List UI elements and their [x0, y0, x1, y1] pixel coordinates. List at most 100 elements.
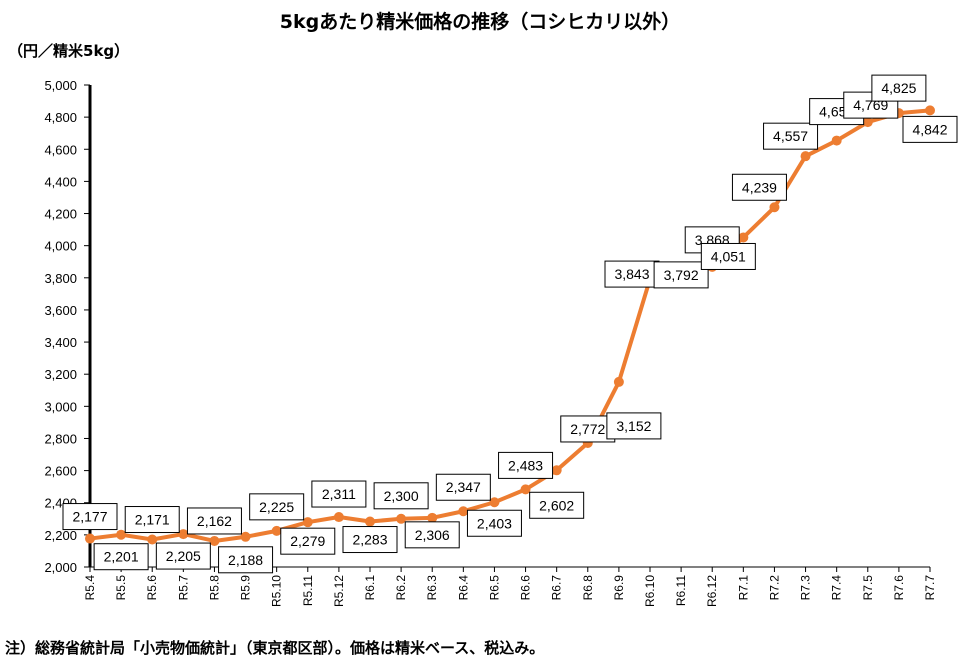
- data-point: [458, 506, 469, 517]
- x-tick-label: R7.4: [830, 575, 844, 601]
- data-label-box: [466, 509, 522, 537]
- data-label-text: 3,843: [614, 266, 649, 282]
- x-tick-label: R6.1: [363, 575, 377, 601]
- x-tick-label: R7.1: [736, 575, 750, 601]
- data-label-text: 4,239: [742, 179, 777, 195]
- y-tick-label: 2,200: [44, 528, 77, 543]
- data-point: [365, 516, 375, 527]
- y-axis: 2,0002,2002,4002,6002,8003,0003,2003,400…: [44, 78, 90, 575]
- x-tick-label: R5.8: [207, 575, 221, 601]
- x-tick-label: R5.4: [83, 575, 97, 601]
- data-label-text: 2,279: [290, 533, 325, 549]
- data-label: 2,279: [280, 527, 336, 555]
- data-point: [427, 512, 438, 523]
- data-label: 2,205: [155, 542, 211, 570]
- data-label: 4,769: [843, 91, 899, 119]
- data-label-text: 4,051: [711, 248, 746, 264]
- y-tick-label: 3,000: [44, 399, 77, 414]
- data-point: [551, 465, 562, 476]
- x-tick-label: R6.4: [456, 575, 470, 601]
- data-label-text: 2,177: [72, 509, 107, 525]
- data-label-text: 2,205: [166, 548, 201, 564]
- data-label-text: 2,162: [197, 513, 232, 529]
- data-label: 2,225: [249, 493, 305, 521]
- x-tick-label: R6.2: [394, 575, 408, 601]
- data-label: 2,772: [560, 415, 616, 443]
- data-label: 4,051: [700, 242, 756, 270]
- data-label-text: 2,602: [539, 497, 574, 513]
- x-tick-label: R6.8: [581, 575, 595, 601]
- data-label: 2,602: [529, 491, 585, 519]
- data-label: 2,347: [435, 473, 491, 501]
- data-label: 2,311: [311, 480, 367, 508]
- data-label: 2,171: [124, 506, 180, 534]
- price-series-line: [88, 108, 932, 543]
- x-tick-label: R7.5: [861, 575, 875, 601]
- data-label-text: 3,152: [616, 418, 651, 434]
- data-label-box: [871, 74, 927, 102]
- y-tick-label: 3,200: [44, 367, 77, 382]
- data-point: [271, 525, 282, 536]
- data-label-box: [529, 491, 585, 519]
- data-label: 3,792: [653, 261, 709, 289]
- data-label-text: 2,347: [446, 479, 481, 495]
- data-label-box: [342, 526, 398, 554]
- y-tick-label: 4,800: [44, 110, 77, 125]
- data-label-text: 4,842: [912, 121, 947, 137]
- data-label-box: [124, 506, 180, 534]
- data-label: 2,177: [62, 503, 118, 531]
- chart-title: 5kgあたり精米価格の推移（コシヒカリ以外）: [280, 10, 680, 33]
- y-tick-label: 3,800: [44, 271, 77, 286]
- y-tick-label: 3,400: [44, 335, 77, 350]
- y-tick-label: 2,600: [44, 464, 77, 479]
- x-tick-label: R6.10: [643, 575, 657, 607]
- data-label: 2,403: [466, 509, 522, 537]
- x-tick-label: R6.11: [674, 575, 688, 606]
- data-label: 4,239: [731, 173, 787, 201]
- data-point: [520, 484, 531, 495]
- data-label-box: [731, 173, 787, 201]
- data-label-text: 2,188: [228, 552, 263, 568]
- x-tick-label: R7.7: [923, 575, 937, 601]
- data-label: 2,483: [498, 451, 554, 479]
- data-point: [178, 529, 189, 540]
- y-axis-unit-label: （円／精米5kg）: [8, 42, 129, 60]
- x-tick-label: R7.2: [767, 575, 781, 601]
- data-label-box: [843, 91, 899, 119]
- data-label: 4,825: [871, 74, 927, 102]
- data-point: [240, 531, 251, 542]
- data-point: [147, 534, 158, 545]
- data-label: 4,557: [763, 122, 819, 150]
- data-label-text: 2,483: [508, 457, 543, 473]
- data-label: 2,162: [186, 507, 242, 535]
- data-label: 2,300: [373, 482, 429, 510]
- data-label-box: [700, 242, 756, 270]
- data-label-box: [606, 412, 662, 440]
- data-label: 2,201: [93, 543, 149, 571]
- data-point: [831, 135, 842, 146]
- chart-footnote: 注）総務省統計局「小売物価統計」（東京都区部）。価格は精米ベース、税込み。: [5, 639, 544, 657]
- y-tick-label: 4,000: [44, 239, 77, 254]
- data-point: [85, 533, 95, 544]
- x-tick-label: R5.6: [145, 575, 159, 601]
- x-tick-label: R6.3: [425, 575, 439, 601]
- x-tick-label: R6.12: [705, 575, 719, 607]
- data-point: [116, 529, 127, 540]
- y-tick-label: 5,000: [44, 78, 77, 93]
- data-label-text: 2,403: [477, 515, 512, 531]
- data-label-text: 4,825: [881, 80, 916, 96]
- data-point: [800, 151, 811, 162]
- data-point: [738, 232, 749, 243]
- data-point: [925, 105, 935, 116]
- y-tick-label: 2,800: [44, 431, 77, 446]
- x-tick-label: R7.3: [799, 575, 813, 601]
- x-tick-label: R5.11: [301, 575, 315, 606]
- data-label-box: [186, 507, 242, 535]
- x-tick-label: R6.5: [487, 575, 501, 601]
- data-point: [396, 513, 407, 524]
- data-label-box: [218, 546, 274, 574]
- data-label-text: 2,772: [570, 421, 605, 437]
- data-label: 4,842: [902, 115, 958, 143]
- data-point: [302, 517, 313, 528]
